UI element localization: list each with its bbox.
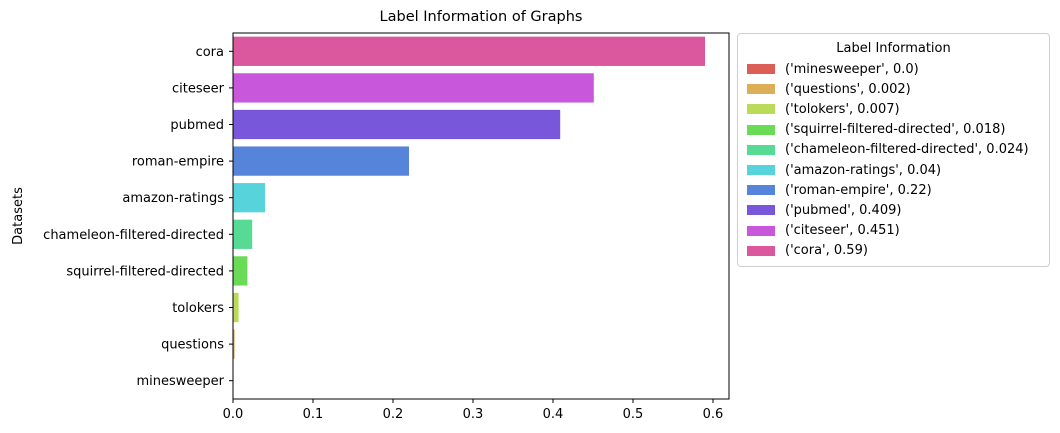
- y-tick-label: tolokers: [172, 301, 224, 316]
- legend-item: ('squirrel-filtered-directed', 0.018): [747, 121, 1005, 139]
- bar-chameleon-filtered-directed: [233, 219, 253, 249]
- legend-swatch: [747, 185, 775, 196]
- x-tick-label: 0.3: [463, 407, 484, 422]
- y-tick-label: questions: [161, 338, 224, 353]
- legend-swatch: [747, 225, 775, 236]
- x-tick-label: 0.2: [383, 407, 404, 422]
- legend-label: ('citeseer', 0.451): [785, 223, 900, 239]
- legend-swatch: [747, 205, 775, 216]
- bar-amazon-ratings: [233, 183, 265, 213]
- bar-squirrel-filtered-directed: [233, 256, 248, 286]
- y-tick-label: roman-empire: [132, 155, 224, 170]
- x-tick-label: 0.4: [543, 407, 564, 422]
- legend-label: ('tolokers', 0.007): [785, 101, 900, 117]
- legend-label: ('pubmed', 0.409): [785, 202, 902, 218]
- legend-label: ('squirrel-filtered-directed', 0.018): [785, 122, 1006, 138]
- bar-tolokers: [233, 292, 239, 323]
- legend-title: Label Information: [836, 41, 951, 56]
- bar-roman-empire: [233, 146, 409, 176]
- x-tick-label: 0.6: [703, 407, 724, 422]
- legend-swatch: [747, 144, 775, 155]
- legend: Label Information ('minesweeper', 0.0) ('…: [737, 33, 1050, 267]
- bar-cora: [233, 36, 705, 66]
- chart-title: Label Information of Graphs: [380, 9, 583, 25]
- y-axis-label: Datasets: [11, 187, 26, 245]
- x-tick-label: 0.1: [303, 407, 324, 422]
- legend-label: ('minesweeper', 0.0): [785, 61, 919, 77]
- bars-group: [233, 36, 705, 359]
- y-ticks-group: minesweeper questions tolokers squirrel-fil…: [43, 45, 233, 389]
- legend-swatch: [747, 84, 775, 95]
- legend-item: ('cora', 0.59): [747, 242, 868, 260]
- x-tick-label: 0.5: [623, 407, 644, 422]
- legend-item: ('citeseer', 0.451): [747, 222, 900, 240]
- y-tick-label: citeseer: [172, 81, 225, 96]
- bar-questions: [233, 329, 235, 359]
- plot-frame: [232, 32, 730, 400]
- legend-item: ('roman-empire', 0.22): [747, 181, 932, 199]
- legend-item: ('tolokers', 0.007): [747, 100, 900, 118]
- legend-item: ('amazon-ratings', 0.04): [747, 161, 941, 179]
- y-tick-label: chameleon-filtered-directed: [43, 228, 224, 243]
- legend-swatch: [747, 64, 775, 74]
- legend-label: ('questions', 0.002): [785, 81, 911, 97]
- legend-swatch: [747, 104, 775, 115]
- legend-item: ('minesweeper', 0.0): [747, 60, 919, 78]
- y-tick-label: squirrel-filtered-directed: [66, 264, 224, 279]
- legend-label: ('roman-empire', 0.22): [785, 182, 932, 198]
- y-tick-label: amazon-ratings: [122, 191, 224, 206]
- bar-pubmed: [233, 109, 561, 140]
- legend-label: ('amazon-ratings', 0.04): [785, 162, 942, 178]
- legend-swatch: [747, 165, 775, 175]
- legend-item: ('chameleon-filtered-directed', 0.024): [747, 141, 1029, 159]
- legend-item: ('questions', 0.002): [747, 80, 911, 98]
- y-tick-label: pubmed: [170, 118, 224, 133]
- legend-label: ('cora', 0.59): [785, 243, 868, 259]
- y-tick-label: minesweeper: [136, 374, 224, 389]
- legend-item: ('pubmed', 0.409): [747, 201, 901, 219]
- legend-swatch: [747, 245, 775, 256]
- legend-label: ('chameleon-filtered-directed', 0.024): [785, 142, 1029, 158]
- legend-swatch: [747, 124, 775, 135]
- x-ticks-group: 0.0 0.1 0.2 0.3 0.4 0.5 0.6: [223, 399, 724, 422]
- y-tick-label: cora: [196, 45, 224, 60]
- x-tick-label: 0.0: [223, 407, 244, 422]
- bar-citeseer: [233, 73, 594, 103]
